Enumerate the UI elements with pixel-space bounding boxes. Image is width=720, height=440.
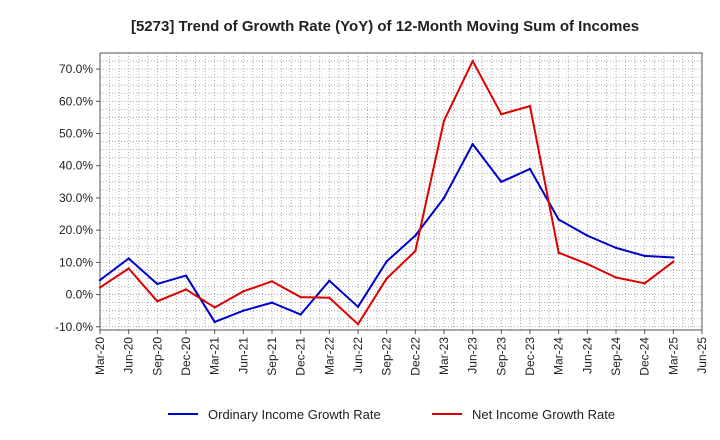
chart-title: [5273] Trend of Growth Rate (YoY) of 12-… [131,18,639,35]
x-tick-label: Dec-24 [638,337,652,376]
data-point [356,323,360,326]
x-tick-label: Jun-23 [466,337,480,374]
y-tick-label: 10.0% [59,255,93,269]
x-tick-label: Jun-22 [351,337,365,374]
x-tick-label: Jun-24 [580,337,594,374]
y-tick-label: 30.0% [59,191,93,205]
legend: Ordinary Income Growth Rate Net Income Gr… [168,407,615,422]
axis-layer: -10.0% 0.0% 10.0% 20.0% 30.0% 40.0% 50.0% 60.0%… [55,52,709,376]
x-tick-label: Sep-24 [609,337,623,376]
data-point [557,218,560,221]
data-point [586,234,589,237]
legend-entry-label: Ordinary Income Growth Rate [208,407,381,422]
data-point [156,282,159,286]
x-tick-label: Jun-25 [695,337,709,374]
data-point [442,119,446,122]
x-tick-label: Dec-22 [408,337,422,376]
series-layer [98,59,675,326]
data-point [500,180,503,184]
data-point [184,288,188,291]
data-point [586,262,589,266]
y-tick-label: 70.0% [59,62,93,76]
data-point [127,267,130,270]
x-tick-label: Sep-23 [494,337,508,376]
data-point [643,254,646,258]
data-point [328,279,331,282]
x-tick-label: Mar-20 [93,337,107,375]
x-tick-label: Dec-23 [523,337,537,376]
data-point [471,59,474,63]
x-tick-label: Mar-23 [437,337,451,375]
x-tick-label: Sep-22 [380,337,394,376]
x-tick-label: Sep-21 [265,337,279,376]
data-point [414,249,417,253]
y-tick-label: -10.0% [55,320,93,334]
y-tick-label: 20.0% [59,223,93,237]
data-point [614,246,618,250]
data-point [156,300,159,303]
data-point [442,196,446,200]
grid-layer [99,53,703,330]
data-point [98,286,102,289]
data-point [557,251,560,254]
x-tick-label: Dec-21 [294,337,308,376]
data-point [328,296,331,299]
data-point [127,257,130,260]
y-tick-label: 40.0% [59,159,93,173]
data-point [356,305,360,309]
x-tick-label: Mar-21 [208,337,222,375]
y-tick-label: 50.0% [59,127,93,141]
x-tick-label: Jun-20 [122,337,136,374]
x-tick-label: Dec-20 [179,337,193,376]
data-point [672,256,675,259]
data-point [270,280,274,283]
y-tick-label: 0.0% [66,288,94,302]
data-point [528,104,532,108]
data-point [184,274,188,277]
data-point [385,260,388,263]
y-tick-label: 60.0% [59,94,93,108]
x-tick-label: Mar-22 [322,337,336,375]
data-point [213,306,216,309]
x-tick-label: Mar-24 [552,337,566,375]
x-tick-label: Jun-21 [236,337,250,374]
plot-frame [99,52,703,331]
data-point [299,295,302,299]
data-point [414,234,417,237]
x-tick-label: Mar-25 [666,337,680,375]
data-point [299,313,302,316]
data-point [242,290,245,293]
data-point [500,112,503,116]
data-point [270,301,274,304]
data-point [672,260,675,263]
data-point [213,320,216,324]
data-point [471,142,474,146]
data-point [528,167,532,171]
data-point [98,278,102,282]
x-tick-label: Sep-20 [150,337,164,376]
legend-entry-label: Net Income Growth Rate [472,407,615,422]
data-point [385,277,388,280]
data-point [242,309,245,312]
data-point [643,282,646,285]
data-point [614,276,618,279]
